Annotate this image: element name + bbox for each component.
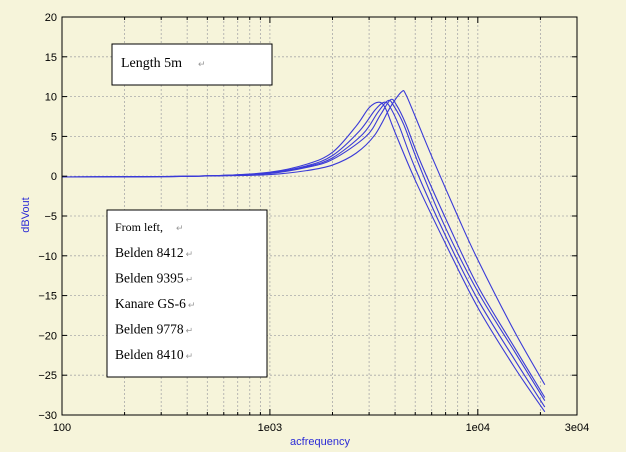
y-tick-label: 15	[45, 52, 57, 64]
y-tick-label: −25	[38, 370, 57, 382]
length-note: Length 5m ↵	[111, 43, 273, 86]
x-axis-label: acfrequency	[290, 436, 350, 448]
return-mark: ↵	[198, 59, 206, 69]
y-tick-label: 20	[45, 12, 57, 24]
cable-legend-item: Belden 8412	[115, 245, 184, 260]
y-tick-label: −20	[38, 330, 57, 342]
series-line-4	[61, 98, 546, 398]
cable-legend: From left, ↵ Belden 8412 ↵Belden 9395 ↵Kan…	[106, 209, 268, 378]
length-note-box	[111, 43, 273, 86]
y-tick-label: −5	[44, 211, 57, 223]
series-line-5	[61, 90, 546, 386]
y-tick-label: 10	[45, 92, 57, 104]
cable-legend-items: Belden 8412 ↵Belden 9395 ↵Kanare GS-6 ↵Beld…	[115, 245, 195, 362]
return-mark: ↵	[186, 351, 194, 361]
return-mark: ↵	[186, 326, 194, 336]
return-mark: ↵	[186, 275, 194, 285]
cable-legend-box	[106, 209, 268, 378]
y-tick-label: −15	[38, 291, 57, 303]
series-layer	[61, 90, 546, 413]
return-mark: ↵	[176, 223, 184, 233]
y-axis-label: dBVout	[20, 197, 32, 232]
y-tick-label: 0	[51, 171, 57, 183]
x-tick-label: 3e04	[565, 422, 589, 434]
return-mark: ↵	[188, 300, 196, 310]
x-tick-label: 1e04	[466, 422, 490, 434]
y-tick-label: −30	[38, 410, 57, 422]
cable-legend-header: From left,	[115, 220, 163, 234]
cable-legend-item: Belden 8410	[115, 347, 184, 362]
cable-legend-item: Kanare GS-6	[115, 296, 186, 311]
cable-legend-item: Belden 9778	[115, 322, 184, 337]
y-tick-label: 5	[51, 131, 57, 143]
length-note-text: Length 5m	[121, 56, 182, 71]
return-mark: ↵	[186, 249, 194, 259]
x-tick-label: 100	[53, 422, 71, 434]
x-tick-label: 1e03	[258, 422, 282, 434]
y-tick-label: −10	[38, 251, 57, 263]
cable-legend-item: Belden 9395	[115, 271, 184, 286]
axis-ticks	[61, 16, 578, 416]
